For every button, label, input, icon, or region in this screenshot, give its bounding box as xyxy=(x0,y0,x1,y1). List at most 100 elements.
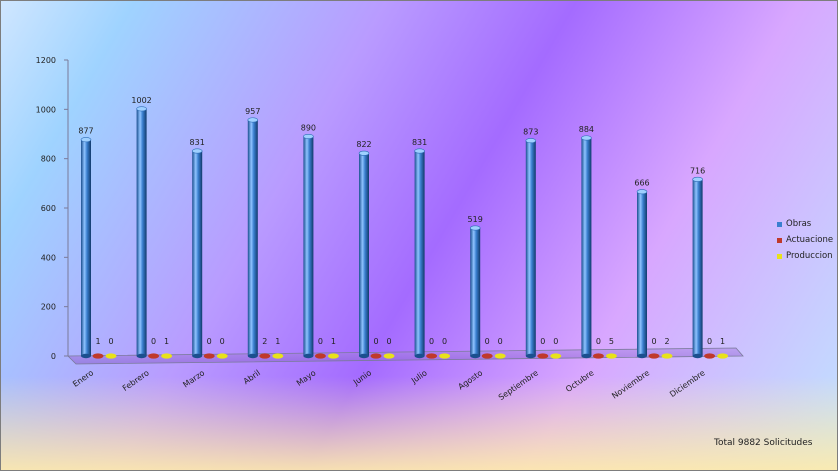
bar-obras xyxy=(247,119,258,356)
bar-actuaciones xyxy=(148,353,160,359)
bar-obras-base xyxy=(581,353,592,359)
bar-obras xyxy=(692,179,703,356)
data-label-actuaciones: 0 xyxy=(651,337,656,346)
data-label-actuaciones: 1 xyxy=(95,337,100,346)
bar-actuaciones xyxy=(704,353,716,359)
bar-obras xyxy=(136,108,147,356)
bar-obras-base xyxy=(303,353,314,359)
data-label-obras: 873 xyxy=(523,128,538,137)
legend-swatch-obras xyxy=(777,221,782,227)
bar-actuaciones xyxy=(426,353,438,359)
bar-obras xyxy=(303,136,314,356)
legend-swatch-producciones xyxy=(777,253,782,259)
chart-legend: Obras Actuacione Produccion xyxy=(777,216,833,264)
bar-obras-base xyxy=(136,353,147,359)
data-label-producciones: 2 xyxy=(664,337,669,346)
x-tick-label: Diciembre xyxy=(668,368,707,399)
bar-actuaciones xyxy=(481,353,493,359)
data-label-obras: 831 xyxy=(190,138,205,147)
bar-producciones xyxy=(272,353,284,359)
data-label-producciones: 0 xyxy=(108,337,113,346)
bar-actuaciones xyxy=(537,353,549,359)
bar-obras xyxy=(414,151,425,356)
bar-obras xyxy=(359,153,369,356)
x-tick-label: Octubre xyxy=(564,368,595,394)
data-label-producciones: 0 xyxy=(553,337,558,346)
bar-producciones xyxy=(550,353,562,359)
x-tick-label: Agosto xyxy=(457,368,485,391)
bar-producciones xyxy=(383,353,395,359)
bar-actuaciones xyxy=(203,353,215,359)
x-tick-label: Marzo xyxy=(181,368,206,389)
data-label-producciones: 0 xyxy=(220,337,225,346)
bar-obras-base xyxy=(192,353,203,359)
data-label-actuaciones: 0 xyxy=(707,337,712,346)
bar-obras xyxy=(637,191,647,356)
data-label-obras: 666 xyxy=(634,179,649,188)
data-label-obras: 831 xyxy=(412,138,427,147)
data-label-producciones: 0 xyxy=(498,337,503,346)
bar-producciones xyxy=(105,353,117,359)
data-label-actuaciones: 0 xyxy=(207,337,212,346)
data-label-producciones: 1 xyxy=(331,337,336,346)
data-label-producciones: 0 xyxy=(386,337,391,346)
bar-obras-top xyxy=(581,135,592,141)
data-label-producciones: 1 xyxy=(164,337,169,346)
bar-obras-base xyxy=(359,353,369,359)
bar-obras-top xyxy=(358,150,370,156)
data-label-obras: 716 xyxy=(690,166,705,175)
y-tick-label: 800 xyxy=(41,155,56,164)
data-label-obras: 877 xyxy=(78,127,93,136)
bar-obras-top xyxy=(692,176,703,182)
data-label-obras: 519 xyxy=(468,215,483,224)
data-label-actuaciones: 0 xyxy=(485,337,490,346)
data-label-producciones: 0 xyxy=(442,337,447,346)
x-tick-label: Noviembre xyxy=(610,368,651,400)
bar-actuaciones xyxy=(648,353,660,359)
data-label-actuaciones: 0 xyxy=(596,337,601,346)
data-label-obras: 890 xyxy=(301,123,316,132)
bar-obras-top xyxy=(136,106,147,112)
bar-obras xyxy=(192,151,203,356)
y-tick-label: 1200 xyxy=(36,56,56,65)
bar-obras-base xyxy=(525,353,536,359)
bar-obras-top xyxy=(247,117,259,123)
bar-producciones xyxy=(439,353,451,359)
bar-obras-top xyxy=(80,137,92,143)
data-label-actuaciones: 0 xyxy=(429,337,434,346)
y-tick-label: 0 xyxy=(51,352,56,361)
bar-producciones xyxy=(494,353,506,359)
bar-obras xyxy=(470,227,481,356)
bar-actuaciones xyxy=(314,353,326,359)
bar-obras-base xyxy=(470,353,481,359)
bar-obras-base xyxy=(81,353,91,359)
data-label-actuaciones: 0 xyxy=(540,337,545,346)
y-tick-label: 1000 xyxy=(36,105,56,114)
y-tick-label: 600 xyxy=(41,204,56,213)
bar-obras-base xyxy=(414,353,425,359)
bar-producciones xyxy=(161,353,173,359)
bar-producciones xyxy=(216,353,228,359)
x-tick-label: Septiembre xyxy=(497,368,540,402)
data-label-producciones: 1 xyxy=(275,337,280,346)
bar-obras-base xyxy=(692,353,703,359)
bar-obras-top xyxy=(191,148,203,154)
x-tick-label: Junio xyxy=(351,368,373,387)
x-tick-label: Febrero xyxy=(121,368,151,393)
bar-actuaciones xyxy=(592,353,604,359)
bar-obras-top xyxy=(525,138,537,144)
bar-obras xyxy=(581,137,592,356)
bar-producciones xyxy=(605,353,617,359)
legend-item-producciones: Produccion xyxy=(777,248,833,264)
legend-label-obras: Obras xyxy=(786,219,812,229)
data-label-actuaciones: 0 xyxy=(373,337,378,346)
x-tick-label: Mayo xyxy=(295,368,318,388)
x-tick-label: Enero xyxy=(71,368,95,389)
bar-obras-top xyxy=(414,148,425,154)
y-tick-label: 200 xyxy=(41,303,56,312)
data-label-actuaciones: 0 xyxy=(318,337,323,346)
bar-producciones xyxy=(327,353,339,359)
legend-item-obras: Obras xyxy=(777,216,833,232)
data-label-obras: 884 xyxy=(579,125,594,134)
bar-actuaciones xyxy=(370,353,382,359)
